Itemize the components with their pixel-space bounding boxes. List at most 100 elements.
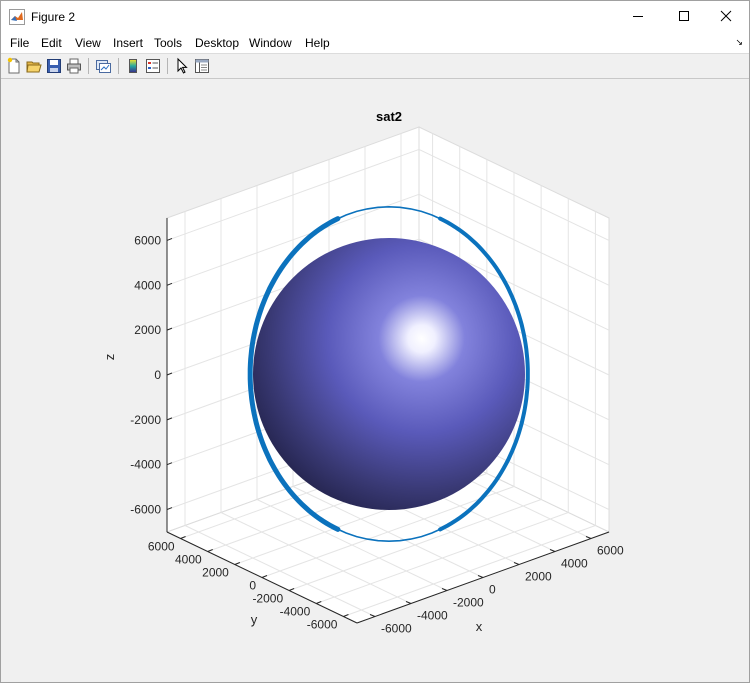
- tick-labels: 6000400020000-2000-4000-6000600040002000…: [130, 233, 624, 635]
- new-figure-button[interactable]: [5, 57, 23, 75]
- x-axis: [356, 531, 610, 624]
- z-tick-label: -4000: [130, 458, 161, 472]
- y-tick-mark: [343, 614, 349, 617]
- new-figure-icon: [7, 57, 20, 74]
- z-tick-mark: [166, 417, 173, 421]
- x-tick-mark: [549, 549, 556, 552]
- menu-dock-arrow-icon[interactable]: ↘: [735, 37, 743, 47]
- y-tick-label: -4000: [280, 605, 311, 619]
- open-file-icon: [26, 61, 42, 73]
- x-tick-mark: [585, 536, 592, 539]
- z-tick-mark: [166, 507, 173, 511]
- menu-edit[interactable]: Edit: [41, 36, 62, 50]
- link-plot-icon: [96, 60, 111, 73]
- z-tick-label: 4000: [134, 278, 161, 292]
- orbit-path-front: [438, 216, 530, 532]
- x-axis-label: x: [476, 619, 483, 634]
- menu-bar: File Edit View Insert Tools Desktop Wind…: [1, 33, 749, 54]
- colorbar-icon: [129, 59, 137, 73]
- close-icon: [720, 10, 732, 22]
- x-tick-mark: [477, 575, 484, 578]
- chart-title: sat2: [376, 109, 402, 124]
- z-tick-label: 0: [154, 368, 161, 382]
- y-axis-label: y: [251, 612, 258, 627]
- x-tick-label: 6000: [597, 544, 624, 558]
- x-tick-mark: [441, 588, 448, 591]
- menu-insert[interactable]: Insert: [113, 36, 144, 50]
- matlab-logo-icon: [9, 9, 25, 25]
- close-button[interactable]: [703, 1, 749, 31]
- y-tick-label: 0: [249, 579, 256, 593]
- x-tick-label: 0: [489, 583, 496, 597]
- orbit-front: [247, 216, 530, 532]
- menu-tools[interactable]: Tools: [154, 36, 183, 50]
- open-file-button[interactable]: [25, 57, 43, 75]
- x-gridline: [261, 486, 515, 578]
- edit-plot-arrow-icon: [177, 57, 188, 74]
- save-button[interactable]: [45, 57, 63, 75]
- z-tick-label: -6000: [130, 503, 161, 517]
- x-tick-label: -4000: [417, 609, 448, 623]
- save-icon: [47, 59, 61, 73]
- minimize-icon: [633, 16, 643, 17]
- title-bar[interactable]: Figure 2: [1, 1, 749, 33]
- menu-help[interactable]: Help: [305, 36, 330, 50]
- toolbar-separator: [88, 58, 89, 74]
- z-tick-mark: [166, 282, 173, 286]
- y-tick-label: 6000: [148, 540, 175, 554]
- y-tick-mark: [316, 601, 322, 604]
- z-tick-mark: [166, 372, 173, 376]
- z-tick-label: -2000: [130, 413, 161, 427]
- legend-icon: [146, 59, 160, 73]
- y-tick-mark: [261, 575, 268, 578]
- toolbar-separator: [118, 58, 119, 74]
- x-gridline: [288, 499, 542, 591]
- y-tick-mark: [180, 536, 186, 539]
- x-tick-label: -2000: [453, 596, 484, 610]
- z-axis-label: z: [102, 354, 117, 361]
- x-tick-mark: [405, 601, 412, 604]
- y-tick-mark: [288, 588, 295, 591]
- edit-plot-button[interactable]: [173, 57, 191, 75]
- y-tick-label: 2000: [202, 566, 229, 580]
- z-tick-mark: [166, 462, 173, 466]
- y-tick-mark: [207, 549, 213, 552]
- window-title: Figure 2: [31, 10, 76, 24]
- x-tick-mark: [369, 614, 376, 617]
- menu-view[interactable]: View: [75, 36, 101, 50]
- menu-window[interactable]: Window: [249, 36, 292, 50]
- toolbar-separator: [167, 58, 168, 74]
- legend-button[interactable]: [144, 57, 162, 75]
- menu-file[interactable]: File: [10, 36, 30, 50]
- figure-toolbar: [1, 54, 749, 79]
- maximize-icon: [679, 11, 689, 21]
- y-tick-mark: [234, 562, 241, 565]
- colorbar-button[interactable]: [124, 57, 142, 75]
- minimize-button[interactable]: [615, 1, 661, 31]
- y-tick-label: -2000: [252, 592, 283, 606]
- z-tick-mark: [166, 237, 173, 241]
- earth-sphere: [253, 238, 525, 510]
- link-plot-button[interactable]: [94, 57, 112, 75]
- y-axis: [166, 531, 358, 624]
- menu-desktop[interactable]: Desktop: [195, 36, 240, 50]
- figure-canvas[interactable]: sat2 6000 4000 2000 0 -2000 -4000 -6: [1, 80, 749, 682]
- orbit-path-front: [247, 216, 341, 532]
- print-button[interactable]: [65, 57, 83, 75]
- property-inspector-icon: [195, 59, 209, 73]
- z-tick-label: 2000: [134, 323, 161, 337]
- x-gridline: [343, 525, 596, 617]
- z-tick-label: 6000: [134, 233, 161, 247]
- x-tick-label: 2000: [525, 570, 552, 584]
- x-tick-label: 4000: [561, 557, 588, 571]
- maximize-button[interactable]: [661, 1, 707, 31]
- z-tick-mark: [166, 327, 173, 331]
- x-gridline: [316, 512, 569, 604]
- property-inspector-button[interactable]: [193, 57, 211, 75]
- y-tick-label: 4000: [175, 553, 202, 567]
- y-tick-label: -6000: [307, 618, 338, 632]
- x-tick-label: -6000: [381, 622, 412, 636]
- z-axis: [166, 218, 173, 532]
